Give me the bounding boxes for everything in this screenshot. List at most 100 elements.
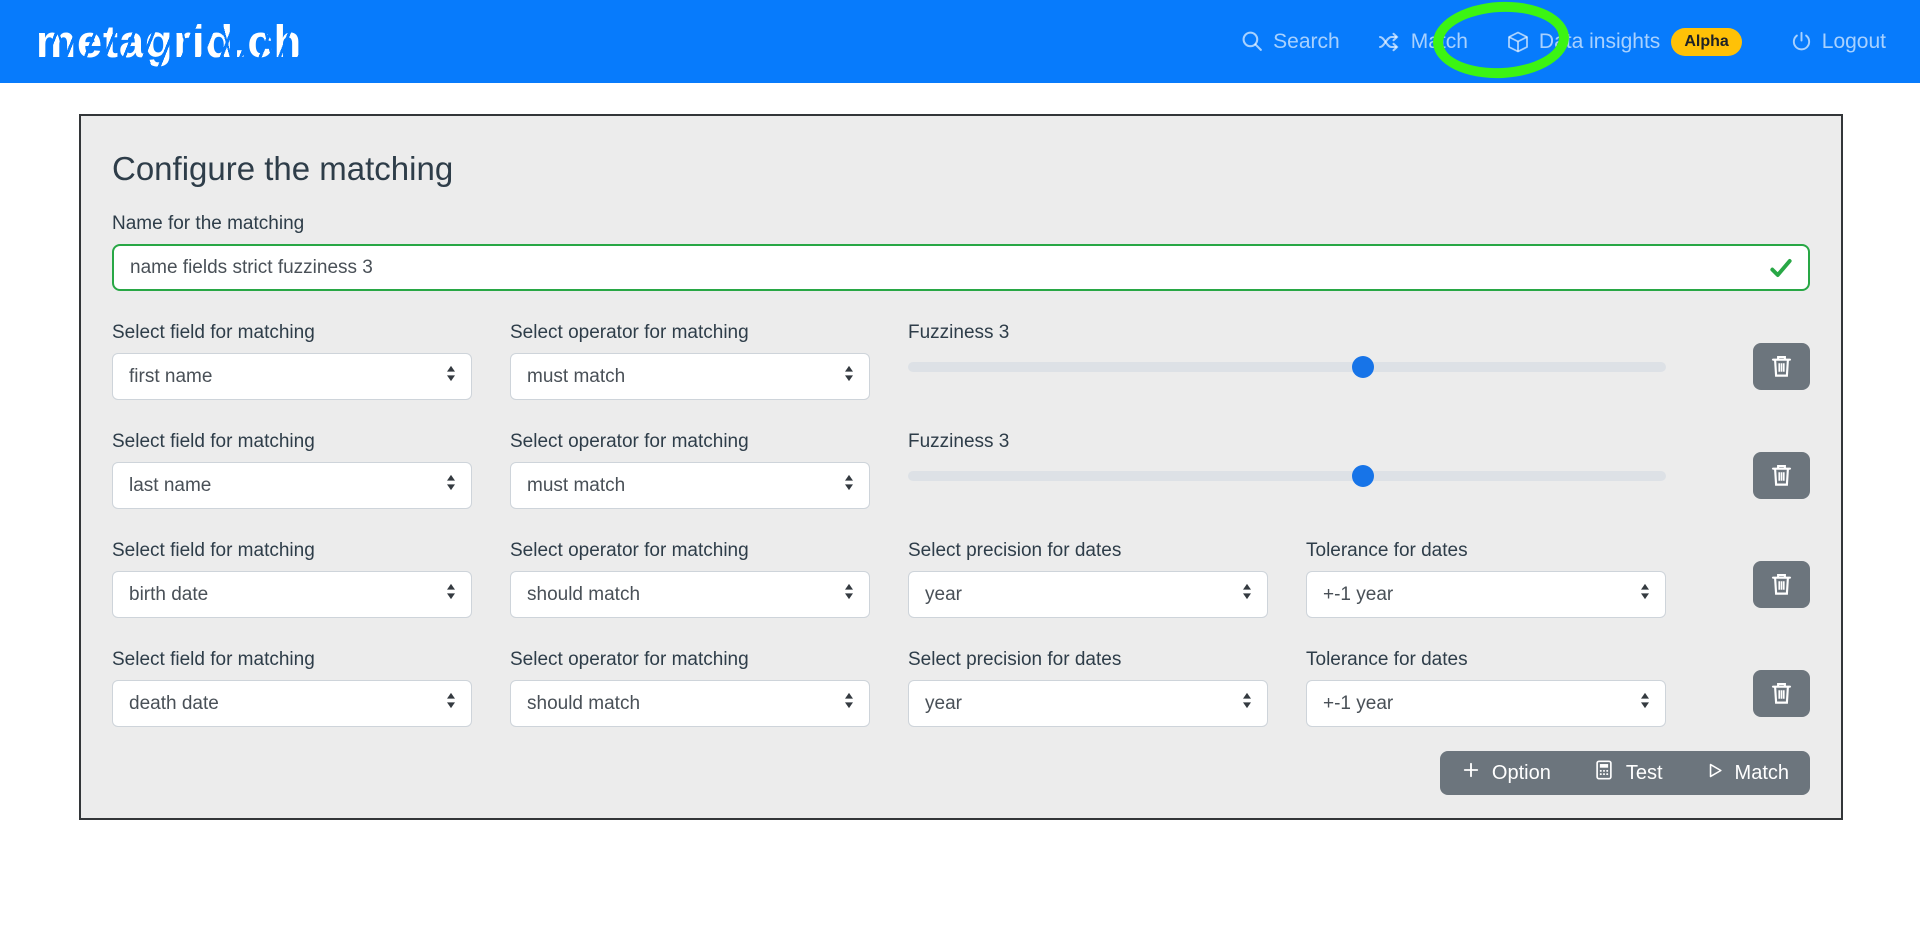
delete-row-button[interactable] [1753, 561, 1810, 608]
delete-row-button[interactable] [1753, 452, 1810, 499]
updown-arrows-icon [843, 582, 855, 607]
field-label: Select field for matching [112, 540, 315, 561]
field-label: Select field for matching [112, 649, 315, 670]
nav-logout-label: Logout [1821, 29, 1886, 53]
field-select[interactable]: death date [112, 680, 472, 727]
updown-arrows-icon [445, 582, 457, 607]
slider-thumb[interactable] [1351, 356, 1374, 378]
matching-row: Select field for matching last name Sele… [112, 431, 1810, 509]
nav-data-insights-label: Data insights [1538, 29, 1661, 53]
precision-label: Select precision for dates [908, 540, 1122, 561]
nav-search[interactable]: Search [1241, 30, 1340, 54]
operator-label: Select operator for matching [510, 322, 749, 343]
logo[interactable]: metagrid.ch [29, 0, 313, 83]
precision-select[interactable]: year [908, 680, 1268, 727]
add-option-button[interactable]: Option [1440, 751, 1572, 795]
tolerance-select-value: +-1 year [1323, 692, 1394, 714]
trash-icon [1768, 679, 1795, 709]
cube-icon [1506, 30, 1530, 54]
operator-label: Select operator for matching [510, 431, 749, 452]
fuzziness-slider[interactable] [908, 462, 1666, 509]
operator-select[interactable]: should match [510, 680, 870, 727]
power-icon [1790, 30, 1813, 53]
actions-row: Option Test Match [112, 751, 1810, 795]
delete-row-button[interactable] [1753, 670, 1810, 717]
name-input-wrap [112, 244, 1810, 291]
updown-arrows-icon [445, 473, 457, 498]
updown-arrows-icon [1639, 582, 1651, 607]
updown-arrows-icon [445, 364, 457, 389]
tolerance-select[interactable]: +-1 year [1306, 680, 1666, 727]
field-select[interactable]: last name [112, 462, 472, 509]
operator-select-value: must match [527, 474, 626, 496]
updown-arrows-icon [445, 691, 457, 716]
field-select[interactable]: birth date [112, 571, 472, 618]
nav-match-label: Match [1410, 29, 1468, 53]
calculator-icon [1593, 759, 1615, 787]
top-navbar: metagrid.ch Search Match Data insights A… [0, 0, 1920, 83]
operator-label: Select operator for matching [510, 540, 749, 561]
operator-select[interactable]: should match [510, 571, 870, 618]
operator-select-value: should match [527, 692, 641, 714]
slider-thumb[interactable] [1351, 465, 1374, 487]
operator-select-value: should match [527, 583, 641, 605]
matching-name-input[interactable] [112, 244, 1810, 291]
plus-icon [1461, 760, 1481, 786]
fuzziness-slider[interactable] [908, 353, 1666, 400]
name-label: Name for the matching [112, 213, 305, 234]
add-option-label: Option [1491, 761, 1551, 784]
fuzziness-label: Fuzziness 3 [908, 322, 1010, 343]
precision-label: Select precision for dates [908, 649, 1122, 670]
page-title: Configure the matching [112, 150, 454, 187]
field-select-value: birth date [129, 583, 209, 605]
matching-config-card: Configure the matching Name for the matc… [79, 114, 1843, 820]
fuzziness-label: Fuzziness 3 [908, 431, 1010, 452]
matching-row: Select field for matching death date Sel… [112, 649, 1810, 727]
updown-arrows-icon [843, 691, 855, 716]
updown-arrows-icon [843, 473, 855, 498]
matching-row: Select field for matching first name Sel… [112, 322, 1810, 400]
operator-select[interactable]: must match [510, 462, 870, 509]
updown-arrows-icon [1241, 691, 1253, 716]
nav-logout[interactable]: Logout [1790, 30, 1886, 54]
tolerance-label: Tolerance for dates [1306, 649, 1468, 670]
slider-track[interactable] [908, 471, 1666, 481]
field-label: Select field for matching [112, 431, 315, 452]
match-label: Match [1734, 761, 1789, 784]
updown-arrows-icon [1639, 691, 1651, 716]
slider-track[interactable] [908, 362, 1666, 372]
operator-select[interactable]: must match [510, 353, 870, 400]
test-button[interactable]: Test [1572, 751, 1684, 795]
precision-select-value: year [925, 692, 962, 714]
trash-icon [1768, 352, 1795, 382]
action-button-group: Option Test Match [1439, 751, 1810, 795]
field-select-value: first name [129, 365, 213, 387]
nav-match[interactable]: Match [1378, 30, 1468, 54]
operator-label: Select operator for matching [510, 649, 749, 670]
nav-menu: Search Match Data insights Alpha Logout [1241, 27, 1886, 56]
field-label: Select field for matching [112, 322, 315, 343]
operator-select-value: must match [527, 365, 626, 387]
trash-icon [1768, 570, 1795, 600]
tolerance-select-value: +-1 year [1323, 583, 1394, 605]
trash-icon [1768, 461, 1795, 491]
nav-data-insights[interactable]: Data insights Alpha [1506, 27, 1742, 56]
match-button[interactable]: Match [1684, 751, 1810, 795]
updown-arrows-icon [1241, 582, 1253, 607]
updown-arrows-icon [843, 364, 855, 389]
valid-check-icon [1768, 255, 1794, 286]
field-select-value: last name [129, 474, 212, 496]
search-icon [1241, 30, 1264, 53]
shuffle-icon [1378, 30, 1402, 54]
nav-search-label: Search [1273, 29, 1340, 53]
tolerance-select[interactable]: +-1 year [1306, 571, 1666, 618]
precision-select-value: year [925, 583, 962, 605]
delete-row-button[interactable] [1753, 343, 1810, 390]
test-label: Test [1625, 761, 1663, 784]
tolerance-label: Tolerance for dates [1306, 540, 1468, 561]
field-select-value: death date [129, 692, 219, 714]
field-select[interactable]: first name [112, 353, 472, 400]
precision-select[interactable]: year [908, 571, 1268, 618]
play-icon [1705, 761, 1724, 786]
matching-row: Select field for matching birth date Sel… [112, 540, 1810, 618]
